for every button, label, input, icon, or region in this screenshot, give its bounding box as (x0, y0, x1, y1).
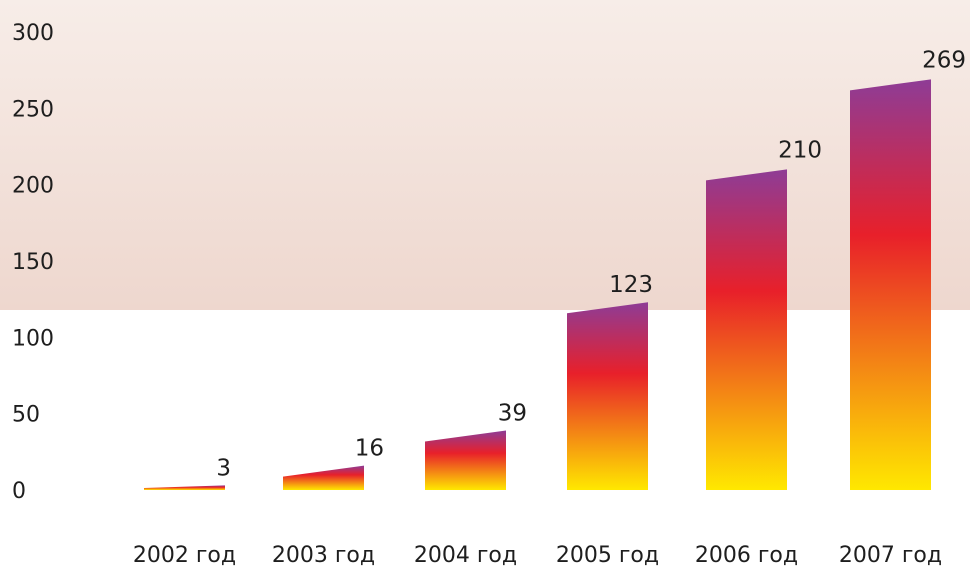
y-tick-label: 0 (12, 479, 26, 504)
data-label: 269 (922, 47, 966, 73)
data-label: 210 (778, 137, 822, 163)
data-label: 123 (609, 272, 653, 298)
bar (144, 485, 225, 490)
x-category-label: 2007 год (839, 543, 942, 568)
x-category-label: 2003 год (272, 543, 375, 568)
y-tick-label: 150 (12, 250, 54, 275)
y-tick-label: 250 (12, 97, 54, 122)
upper-background-band (0, 0, 970, 310)
x-category-label: 2002 год (133, 543, 236, 568)
bar (425, 430, 506, 490)
bar (283, 465, 364, 490)
bar (850, 79, 931, 491)
bar (567, 302, 648, 490)
data-labels: 3 16 39 123 210 269 (216, 47, 966, 481)
y-axis: 0 50 100 150 200 250 300 (12, 21, 54, 504)
x-category-label: 2006 год (695, 543, 798, 568)
y-tick-label: 50 (12, 403, 40, 428)
data-label: 39 (498, 400, 527, 426)
x-category-label: 2004 год (414, 543, 517, 568)
y-tick-label: 300 (12, 21, 54, 46)
bars (144, 79, 931, 491)
data-label: 16 (355, 436, 384, 462)
y-tick-label: 200 (12, 174, 54, 199)
y-tick-label: 100 (12, 326, 54, 351)
data-label: 3 (216, 455, 231, 481)
x-axis: 2002 год 2003 год 2004 год 2005 год 2006 год… (133, 543, 942, 568)
x-category-label: 2005 год (556, 543, 659, 568)
bar (706, 169, 787, 490)
